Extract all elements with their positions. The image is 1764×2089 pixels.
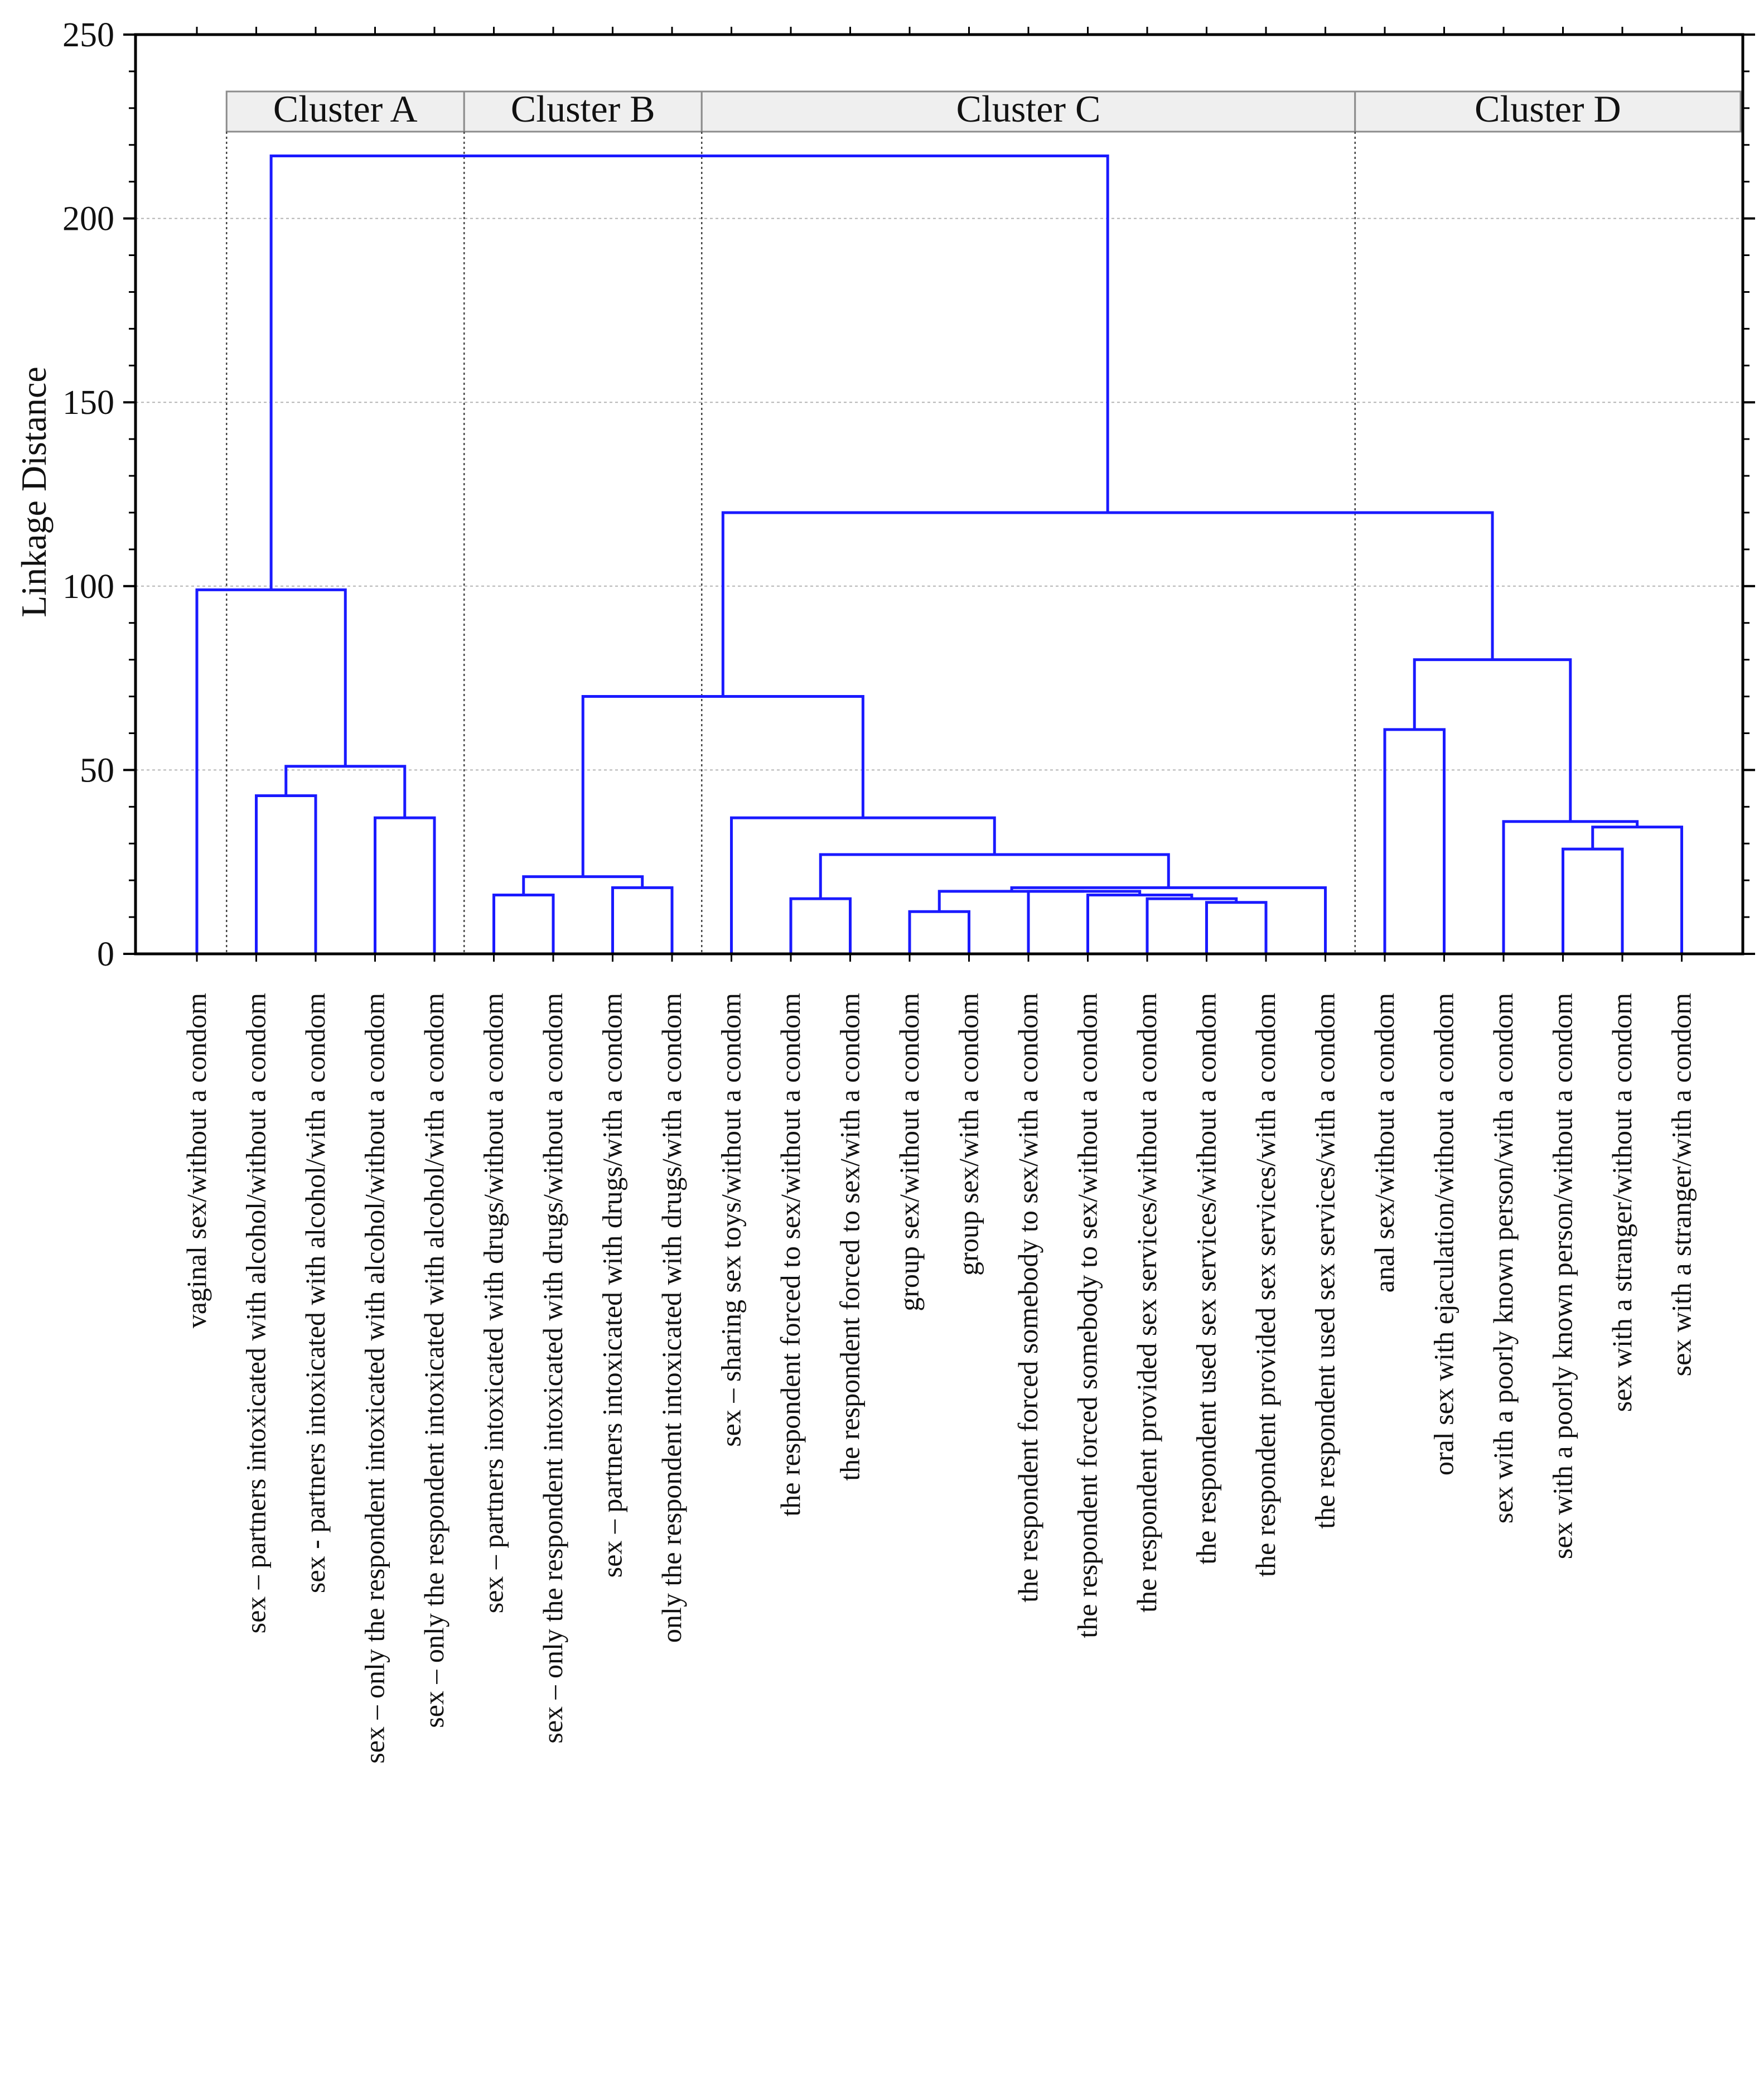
leaf-label-23: sex with a poorly known person/without a… [1547,993,1578,1559]
leaf-label-20: anal sex/without a condom [1369,993,1400,1292]
y-tick-label-5: 250 [62,16,114,54]
leaf-label-12: group sex/without a condom [893,993,925,1311]
cluster-label-2: Cluster C [956,88,1101,130]
leaf-label-8: only the respondent intoxicated with dru… [656,993,687,1643]
branch-merge-18 [1562,847,1624,954]
leaf-label-22: sex with a poorly known person/with a co… [1487,993,1519,1523]
leaf-label-24: sex with a stranger/without a condom [1606,993,1637,1412]
leaf-label-25: sex with a stranger/with a condom [1666,993,1697,1376]
leaf-label-4: sex – only the respondent intoxicated wi… [418,993,450,1728]
branch-merge-12 [1027,890,1142,954]
cluster-label-1: Cluster B [511,88,655,130]
y-tick-label-4: 200 [62,200,114,238]
branch-merge-19 [1591,826,1683,954]
cluster-separators [226,132,1356,954]
branch-merge-4 [492,894,555,954]
y-tick-label-1: 50 [80,751,114,789]
leaf-label-11: the respondent forced to sex/with a cond… [834,993,866,1481]
leaf-label-7: sex – partners intoxicated with drugs/wi… [597,993,628,1577]
y-tick-label-0: 0 [97,935,114,973]
leaf-label-15: the respondent forced somebody to sex/wi… [1072,993,1103,1638]
leaf-label-13: group sex/with a condom [953,993,984,1276]
leaf-label-3: sex – only the respondent intoxicated wi… [359,993,390,1764]
branch-merge-11 [1086,894,1193,954]
y-tick-label-2: 100 [62,568,114,606]
branch-merge-21 [1383,728,1446,954]
leaf-label-1: sex – partners intoxicated with alcohol/… [240,993,272,1633]
leaf-label-18: the respondent provided sex services/wit… [1250,993,1281,1577]
branch-merge-15 [819,853,1170,899]
branch-merge-6 [522,875,644,895]
leaf-label-10: the respondent forced to sex/without a c… [775,993,806,1517]
cluster-label-3: Cluster D [1475,88,1621,130]
leaf-label-0: vaginal sex/without a condom [181,993,212,1328]
leaf-labels: vaginal sex/without a condom sex – partne… [181,993,1697,1764]
cluster-header-band: Cluster A Cluster B Cluster C Cluster D [225,88,1742,133]
leaf-label-2: sex - partners intoxicated with alcohol/… [299,993,331,1593]
y-axis: 0 50 100 150 200 250 [62,16,1755,973]
branch-merge-13 [937,890,1084,912]
leaf-label-16: the respondent provided sex services/wit… [1131,993,1162,1613]
leaf-label-17: the respondent used sex services/without… [1191,993,1222,1565]
plot-frame [134,33,1744,956]
leaf-label-6: sex – only the respondent intoxicated wi… [537,993,568,1744]
y-tick-label-3: 150 [62,384,114,422]
branch-merge-1 [374,816,436,954]
leaf-label-5: sex – partners intoxicated with drugs/wi… [478,993,509,1613]
leaf-label-21: oral sex with ejaculation/without a cond… [1428,993,1459,1475]
branch-merge-24 [269,155,1109,590]
leaf-label-14: the respondent forced somebody to sex/wi… [1012,993,1043,1603]
branch-merge-16 [730,816,996,954]
leaf-label-19: the respondent used sex services/with a … [1309,993,1341,1529]
dendrogram-branches [195,155,1683,954]
leaf-label-9: sex – sharing sex toys/without a condom [716,993,747,1447]
branch-merge-2 [284,765,407,818]
y-axis-title: Linkage Distance [14,366,54,617]
cluster-label-0: Cluster A [273,88,418,130]
cluster-header-3 [1354,90,1742,133]
branch-merge-20 [1502,820,1639,954]
cluster-header-0 [225,90,465,133]
cluster-header-2 [700,90,1356,133]
cluster-header-1 [463,90,703,133]
